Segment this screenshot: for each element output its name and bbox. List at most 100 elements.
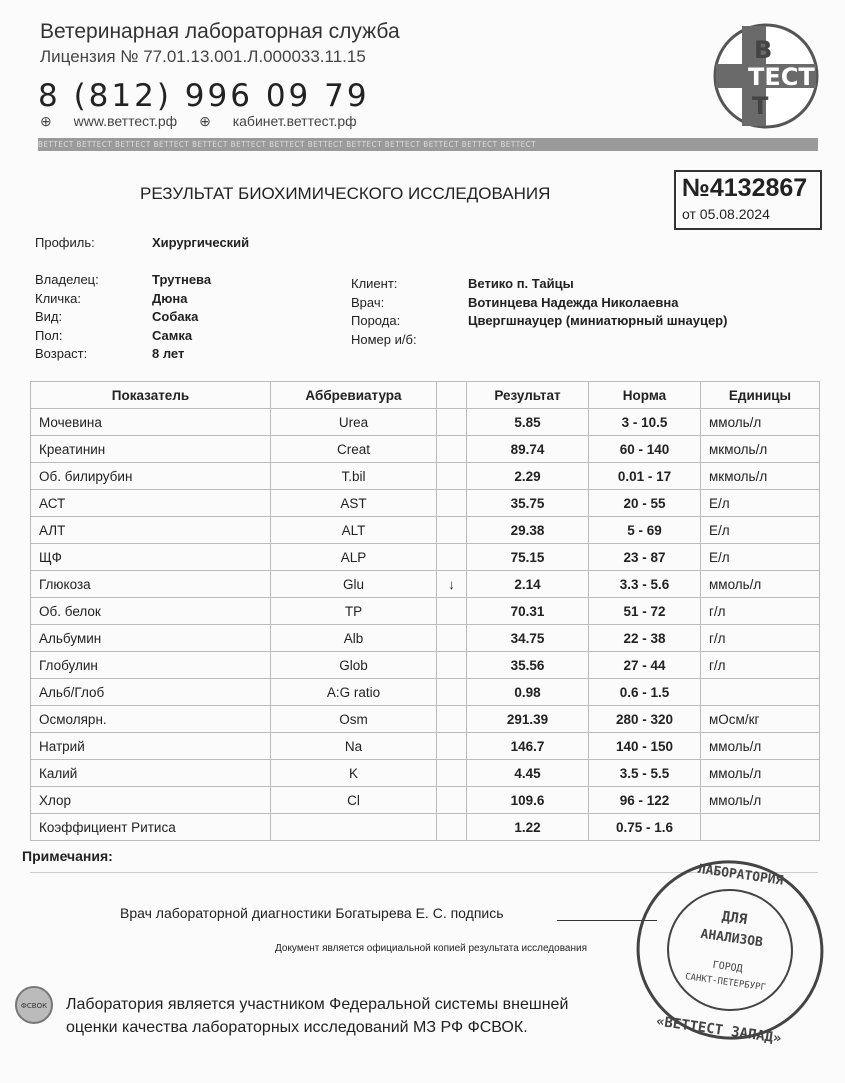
cell-abbreviation: Na <box>270 732 437 760</box>
header-norm: Норма <box>588 381 701 409</box>
cell-result: 75.15 <box>466 543 589 571</box>
cell-units <box>700 678 820 706</box>
table-row: АСТ AST 35.75 20 - 55 Е/л <box>30 489 820 517</box>
patient-labels: Владелец: Кличка: Вид: Пол: Возраст: <box>35 271 99 364</box>
table-row: Альб/Глоб A:G ratio 0.98 0.6 - 1.5 <box>30 678 820 706</box>
cell-norm: 5 - 69 <box>588 516 701 544</box>
notes-divider <box>30 872 818 873</box>
cell-units: ммоль/л <box>700 570 820 598</box>
cell-norm: 96 - 122 <box>588 786 701 814</box>
cell-units: мкмоль/л <box>700 462 820 490</box>
cell-result: 35.56 <box>466 651 589 679</box>
cell-units: Е/л <box>700 516 820 544</box>
cell-result: 89.74 <box>466 435 589 463</box>
cell-abbreviation: Osm <box>270 705 437 733</box>
cell-flag: ↓ <box>436 570 467 598</box>
client-value: Ветико п. Тайцы <box>468 276 574 291</box>
svg-text:ГОРОД: ГОРОД <box>712 960 743 975</box>
notes-label: Примечания: <box>22 848 113 864</box>
doctor-label: Врач: <box>351 294 385 310</box>
fsvok-membership: Лаборатория является участником Федераль… <box>66 993 568 1039</box>
globe-icon: ⊕ <box>199 113 211 129</box>
header-flag <box>436 381 467 409</box>
cell-flag <box>436 597 467 625</box>
lab-stamp: ДЛЯ АНАЛИЗОВ ГОРОД САНКТ-ПЕТЕРБУРГ «ВЕТТ… <box>636 860 824 1047</box>
websites: ⊕ www.веттест.рф ⊕ кабинет.веттест.рф <box>40 113 375 130</box>
signature-line: Врач лабораторной диагностики Богатырева… <box>120 905 504 921</box>
header-abbreviation: Аббревиатура <box>270 381 437 409</box>
license: Лицензия № 77.01.13.001.Л.000033.11.15 <box>40 47 366 66</box>
cell-norm: 0.6 - 1.5 <box>588 678 701 706</box>
table-row: Глобулин Glob 35.56 27 - 44 г/л <box>30 651 820 679</box>
cell-result: 5.85 <box>466 408 589 436</box>
table-row: ЩФ ALP 75.15 23 - 87 Е/л <box>30 543 820 571</box>
cell-flag <box>436 543 467 571</box>
cell-parameter: Мочевина <box>30 408 271 436</box>
cell-result: 2.29 <box>466 462 589 490</box>
cell-norm: 22 - 38 <box>588 624 701 652</box>
breed-label: Порода: <box>351 313 401 328</box>
table-row: Глюкоза Glu ↓ 2.14 3.3 - 5.6 ммоль/л <box>30 570 820 598</box>
phone: 8 (812) 996 09 79 <box>38 78 370 114</box>
cell-units: ммоль/л <box>700 759 820 787</box>
cell-units: ммоль/л <box>700 408 820 436</box>
svg-text:АНАЛИЗОВ: АНАЛИЗОВ <box>700 927 764 951</box>
cell-result: 146.7 <box>466 732 589 760</box>
cell-flag <box>436 678 467 706</box>
cell-norm: 3 - 10.5 <box>588 408 701 436</box>
owner-value: Трутнева <box>152 272 212 287</box>
svg-text:В: В <box>754 36 772 64</box>
cell-norm: 0.75 - 1.6 <box>588 813 701 841</box>
cell-result: 29.38 <box>466 516 589 544</box>
cell-norm: 23 - 87 <box>588 543 701 571</box>
cell-parameter: Альб/Глоб <box>30 678 271 706</box>
cell-parameter: Хлор <box>30 786 271 814</box>
cell-parameter: Натрий <box>30 732 271 760</box>
cell-units: ммоль/л <box>700 786 820 814</box>
cell-norm: 280 - 320 <box>588 705 701 733</box>
cell-parameter: АСТ <box>30 489 271 517</box>
cell-abbreviation: Creat <box>270 435 437 463</box>
cabinet-link[interactable]: кабинет.веттест.рф <box>232 113 357 129</box>
site-link[interactable]: www.веттест.рф <box>73 113 178 129</box>
cell-flag <box>436 408 467 436</box>
table-row: Мочевина Urea 5.85 3 - 10.5 ммоль/л <box>30 408 820 436</box>
table-row: Калий K 4.45 3.5 - 5.5 ммоль/л <box>30 759 820 787</box>
document-title: РЕЗУЛЬТАТ БИОХИМИЧЕСКОГО ИССЛЕДОВАНИЯ <box>140 184 551 203</box>
cell-abbreviation: AST <box>270 489 437 517</box>
cell-units: г/л <box>700 597 820 625</box>
cell-units: Е/л <box>700 543 820 571</box>
name-value: Дюна <box>152 290 188 306</box>
globe-icon: ⊕ <box>40 113 52 129</box>
cell-flag <box>436 624 467 652</box>
cell-parameter: Креатинин <box>30 435 271 463</box>
document-number: №4132867 <box>682 174 808 202</box>
table-row: Хлор Cl 109.6 96 - 122 ммоль/л <box>30 786 820 814</box>
cell-result: 34.75 <box>466 624 589 652</box>
cell-abbreviation: K <box>270 759 437 787</box>
cell-flag <box>436 651 467 679</box>
cell-parameter: Глюкоза <box>30 570 271 598</box>
header-parameter: Показатель <box>30 381 271 409</box>
cell-result: 70.31 <box>466 597 589 625</box>
species-value: Собака <box>152 309 199 324</box>
header-result: Результат <box>466 381 589 409</box>
table-row: Креатинин Creat 89.74 60 - 140 мкмоль/л <box>30 435 820 463</box>
owner-label: Владелец: <box>35 272 99 287</box>
profile-value: Хирургический <box>152 235 250 250</box>
cell-parameter: Осмолярн. <box>30 705 271 733</box>
cell-units: мОсм/кг <box>700 705 820 733</box>
record-number-label: Номер и/б: <box>351 331 417 347</box>
svg-text:ТЕСТ: ТЕСТ <box>748 63 815 91</box>
cell-norm: 140 - 150 <box>588 732 701 760</box>
cell-norm: 0.01 - 17 <box>588 462 701 490</box>
document-date: от 05.08.2024 <box>682 206 770 222</box>
cell-result: 35.75 <box>466 489 589 517</box>
cell-units <box>700 813 820 841</box>
species-label: Вид: <box>35 309 63 324</box>
svg-text:ФСВОК: ФСВОК <box>21 1002 47 1010</box>
cell-result: 109.6 <box>466 786 589 814</box>
cell-units: Е/л <box>700 489 820 517</box>
cell-abbreviation: Cl <box>270 786 437 814</box>
